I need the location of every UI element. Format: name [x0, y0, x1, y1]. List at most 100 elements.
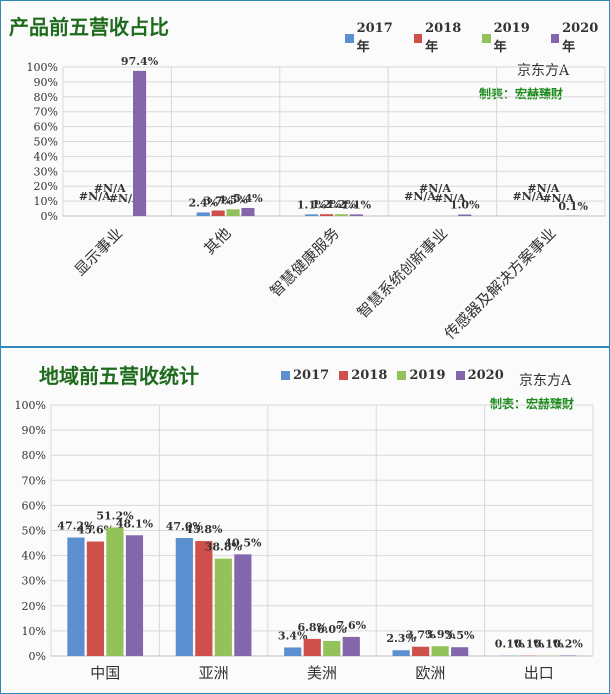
y-tick-label: 30% — [22, 575, 46, 588]
bar — [451, 647, 469, 656]
bar — [349, 214, 363, 216]
y-tick-label: 60% — [22, 499, 46, 512]
x-tick-label: 出口 — [524, 664, 554, 682]
legend-label: 2018 — [351, 368, 388, 383]
chart-title: 产品前五营收占比 — [9, 15, 169, 39]
bar — [303, 638, 321, 656]
data-label: #N/A — [434, 192, 466, 205]
y-tick-label: 80% — [22, 449, 46, 462]
data-label: 1.2% — [312, 198, 342, 211]
y-tick-label: 70% — [22, 474, 46, 487]
data-label: 3.5% — [445, 629, 475, 642]
data-label: #N/A — [527, 182, 559, 195]
y-tick-label: 70% — [34, 106, 58, 119]
region-bar-chart: 0% 10% 20% 30% 40% 50% 60% 70% 80% 90% 100% 47.2% 47… — [15, 399, 594, 682]
data-label: 48.1% — [116, 517, 154, 530]
y-tick-label: 20% — [22, 600, 46, 613]
bar — [431, 646, 449, 656]
data-label: 7.6% — [336, 619, 366, 632]
bar — [392, 650, 410, 656]
chart-title: 地域前五营收统计 — [39, 364, 199, 388]
y-tick-label: 40% — [34, 150, 58, 163]
x-tick-label: 中国 — [90, 664, 120, 682]
data-label: 47.0% — [166, 520, 204, 533]
bar — [175, 538, 193, 656]
data-label: 47.2% — [57, 520, 95, 533]
data-label: 0.1% — [514, 638, 544, 651]
x-tick-label: 亚洲 — [199, 664, 229, 682]
data-label: 97.4% — [121, 55, 159, 68]
data-label: #N/A — [419, 182, 451, 195]
brand-label: 京东方A — [519, 373, 572, 389]
data-label: 51.2% — [96, 509, 134, 522]
legend-item-2017: 2017 — [281, 368, 329, 383]
y-tick-label: 50% — [22, 525, 46, 538]
y-tick-label: 90% — [34, 76, 58, 89]
bar — [67, 537, 85, 656]
legend-item-2018: 2018 — [339, 368, 387, 383]
data-label: 3.7% — [203, 194, 233, 207]
bar — [458, 214, 472, 216]
x-tick-label: 欧洲 — [415, 664, 445, 682]
bar — [334, 214, 349, 216]
bar — [86, 541, 105, 656]
legend-label: 2020年 — [562, 21, 599, 55]
data-label: 2.4% — [188, 196, 218, 209]
bar — [106, 527, 124, 656]
bar — [323, 640, 341, 656]
chart-legend: 2017 2018 2019 2020 — [281, 368, 504, 383]
bar — [211, 210, 225, 216]
y-tick-label: 60% — [34, 121, 58, 134]
legend-swatch — [397, 371, 407, 380]
bar — [319, 214, 334, 216]
x-tick-label: 美洲 — [307, 664, 337, 682]
x-tick-label: 显示事业 — [71, 224, 126, 279]
data-label: 6.8% — [297, 621, 327, 634]
data-label: #N/A — [542, 192, 574, 205]
data-label: 0.2% — [553, 637, 583, 650]
data-label: 0.1% — [534, 638, 564, 651]
region-revenue-panel: 地域前五营收统计 2017 2018 2019 2020 京东方A 制表：宏赫臻… — [0, 347, 610, 694]
y-tick-label: 80% — [34, 91, 58, 104]
data-label: 1.0% — [450, 199, 480, 212]
data-label: 40.5% — [224, 536, 262, 549]
y-tick-label: 90% — [22, 424, 46, 437]
legend-label: 2019 — [409, 368, 446, 383]
legend-item-2017: 2017年 — [345, 21, 404, 55]
data-label: #N/A — [109, 192, 141, 205]
bar — [412, 646, 430, 656]
legend-swatch — [413, 33, 423, 43]
legend-label: 2017 — [293, 368, 330, 383]
bar — [125, 535, 144, 656]
data-label: 3.9% — [425, 628, 455, 641]
data-label: #N/A — [94, 182, 126, 195]
data-label: 3.4% — [278, 629, 308, 642]
legend-label: 2020 — [467, 368, 504, 383]
product-bar-chart: 0% 10% 20% 30% 40%50% 60% 70% 80% 90% 100% #N/A 2.4… — [27, 55, 606, 343]
y-tick-label: 30% — [34, 165, 58, 178]
credit-label: 制表：宏赫臻财 — [479, 87, 564, 101]
bar — [342, 636, 360, 656]
y-tick-label: 10% — [34, 195, 58, 208]
bar — [195, 541, 213, 656]
legend-label: 2017年 — [356, 21, 393, 55]
legend-swatch — [281, 371, 290, 380]
data-label: 4.5% — [218, 193, 248, 206]
bar — [132, 70, 147, 217]
legend-swatch — [339, 371, 349, 380]
credit-label: 制表：宏赫臻财 — [490, 397, 575, 411]
data-label: 5.4% — [233, 192, 263, 205]
product-revenue-panel: 产品前五营收占比 2017年 2018年 2019年 2020年 京东方A 制表… — [0, 0, 610, 347]
x-tick-label: 智慧系统创新事业 — [354, 224, 452, 322]
data-label: 0.1% — [495, 638, 525, 651]
data-label: 0.1% — [558, 200, 588, 213]
legend-label: 2019年 — [493, 21, 530, 55]
data-label: 45.6% — [77, 524, 115, 537]
bar — [196, 212, 210, 216]
y-tick-label: 40% — [22, 550, 46, 563]
x-tick-label: 智慧健康服务 — [266, 224, 342, 300]
legend-item-2019: 2019年 — [482, 21, 541, 55]
legend-label: 2018年 — [425, 21, 462, 55]
legend-item-2018: 2018年 — [413, 21, 473, 55]
bar — [559, 655, 577, 656]
